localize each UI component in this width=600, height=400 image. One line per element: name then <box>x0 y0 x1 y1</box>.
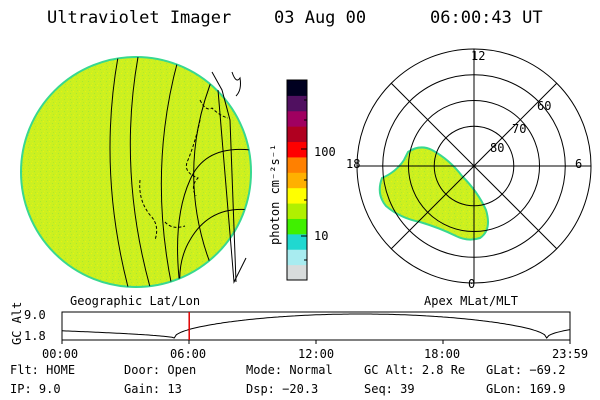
alt-x-tick: 12:00 <box>298 347 335 361</box>
geo-latitude-circle <box>179 208 251 287</box>
geo-earth-disk <box>20 56 252 288</box>
aurora-oval <box>378 146 489 241</box>
status-glat-label: GLat: <box>486 363 523 377</box>
status-ip-label: IP: <box>10 382 32 396</box>
mlt-label-18: 18 <box>346 157 361 171</box>
status-seq-value: 39 <box>400 382 415 396</box>
alt-x-tick: 23:59 <box>552 347 589 361</box>
alt-plot-frame <box>61 311 571 341</box>
status-gcalt-label: GC Alt: <box>364 363 415 377</box>
status-gain-label: Gain: <box>124 382 161 396</box>
geo-longitude-line <box>193 71 221 287</box>
status-gcalt: GC Alt: 2.8 Re <box>364 363 465 377</box>
alt-x-tick: 06:00 <box>170 347 207 361</box>
status-dsp: Dsp: −20.3 <box>246 382 318 396</box>
lat-label-80: 80 <box>490 141 505 155</box>
geo-longitude-line <box>109 57 129 287</box>
alt-y-tick-min: 1.8 <box>24 329 46 343</box>
status-flt-value: HOME <box>46 363 76 377</box>
colorbar-swatch <box>287 233 307 250</box>
geo-longitude-line <box>160 59 179 287</box>
colorbar-swatch <box>287 249 307 266</box>
alt-curve <box>61 313 571 339</box>
mlt-label-6: 6 <box>575 157 583 171</box>
colorbar-swatch <box>287 187 307 204</box>
status-glon-value: 169.9 <box>529 382 566 396</box>
colorbar-unit-label: photon cm⁻²s⁻¹ <box>268 143 282 245</box>
colorbar-swatch <box>287 141 307 158</box>
mlt-label-0: 0 <box>468 277 476 291</box>
status-door-label: Door: <box>124 363 161 377</box>
time-label: 06:00:43 UT <box>430 8 543 28</box>
lat-label-70: 70 <box>512 122 527 136</box>
status-mode: Mode: Normal <box>246 363 333 377</box>
altitude-plot <box>61 311 571 344</box>
polar-mlt-spoke <box>390 82 558 250</box>
status-gain-value: 13 <box>167 382 182 396</box>
colorbar-swatch <box>287 264 307 281</box>
geo-latitude-circle <box>177 148 251 287</box>
status-glat-value: −69.2 <box>529 363 566 377</box>
polar-panel-label: Apex MLat/MLT <box>424 294 518 308</box>
colorbar-swatch <box>287 172 307 189</box>
mlt-label-12: 12 <box>471 49 486 63</box>
date-label: 03 Aug 00 <box>274 8 367 28</box>
status-gain: Gain: 13 <box>124 382 182 396</box>
geo-coastline <box>199 99 229 119</box>
geo-coastline <box>231 71 241 97</box>
polar-panel <box>356 48 592 284</box>
status-flt: Flt: HOME <box>10 363 75 377</box>
geo-view-line <box>217 89 247 284</box>
status-seq-label: Seq: <box>364 382 393 396</box>
alt-x-tick: 18:00 <box>424 347 461 361</box>
status-dsp-value: −20.3 <box>282 382 319 396</box>
geo-panel <box>20 56 252 288</box>
status-glon: GLon: 169.9 <box>486 382 565 396</box>
status-flt-label: Flt: <box>10 363 39 377</box>
status-dsp-label: Dsp: <box>246 382 275 396</box>
colorbar-tick-label-100: 100 <box>314 145 336 159</box>
geo-coastline <box>139 179 186 241</box>
status-seq: Seq: 39 <box>364 382 415 396</box>
colorbar-swatch <box>287 80 307 96</box>
status-glon-label: GLon: <box>486 382 523 396</box>
alt-plot-ylabel: GC Alt <box>10 301 24 345</box>
status-ip-value: 9.0 <box>38 382 61 396</box>
status-gcalt-value: 2.8 Re <box>421 363 466 377</box>
status-door: Door: Open <box>124 363 196 377</box>
geo-view-line <box>211 71 237 283</box>
status-ip: IP: 9.0 <box>10 382 61 396</box>
colorbar-tick-label-10: 10 <box>314 229 329 243</box>
colorbar-swatch <box>287 156 307 173</box>
colorbar-swatch <box>287 95 307 112</box>
status-mode-label: Mode: <box>246 363 283 377</box>
geo-panel-label: Geographic Lat/Lon <box>70 294 201 308</box>
colorbar-swatch <box>287 126 307 143</box>
colorbar-swatch <box>287 203 307 219</box>
intensity-colorbar <box>286 79 308 281</box>
instrument-title: Ultraviolet Imager <box>47 8 232 28</box>
geo-longitude-line <box>129 57 151 287</box>
status-glat: GLat: −69.2 <box>486 363 565 377</box>
colorbar-swatch <box>287 110 307 127</box>
status-door-value: Open <box>167 363 197 377</box>
alt-y-tick-max: 9.0 <box>24 308 46 322</box>
geo-coastline <box>185 119 201 197</box>
status-mode-value: Normal <box>289 363 333 377</box>
alt-x-tick: 00:00 <box>42 347 79 361</box>
colorbar-swatch <box>287 218 307 235</box>
lat-label-60: 60 <box>537 99 552 113</box>
